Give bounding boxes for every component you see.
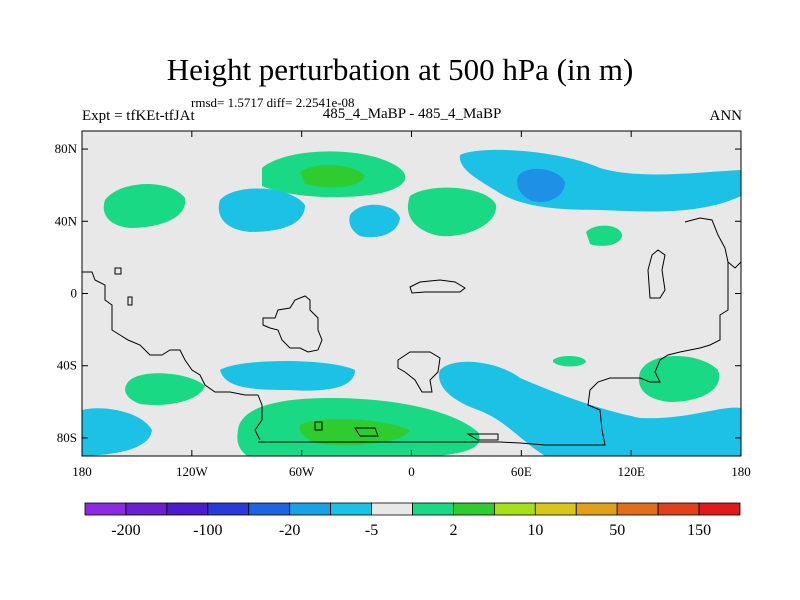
colorbar-swatch	[207, 502, 250, 516]
lon-tick-label: 180	[731, 464, 751, 479]
colorbar-label: 150	[687, 522, 711, 539]
colorbar-swatch	[330, 502, 372, 516]
longitude-axis: 180 120W 60W 0 60E 120E 180	[72, 131, 751, 479]
colorbar-swatch	[616, 502, 659, 516]
contour-region	[586, 225, 622, 246]
colorbar-swatch	[371, 502, 413, 516]
lon-tick-label: 120W	[176, 464, 209, 479]
lon-tick-label: 60W	[289, 464, 315, 479]
colorbar-swatch	[125, 502, 168, 516]
colorbar-label: -100	[193, 522, 222, 539]
contour-region	[553, 356, 586, 367]
colorbar-swatch	[493, 502, 536, 516]
colorbar-swatch	[412, 502, 454, 516]
lat-tick-label: 80S	[57, 430, 77, 445]
coastline	[262, 295, 323, 353]
colorbar-swatch	[289, 502, 332, 516]
contour-region	[638, 356, 720, 402]
coastline	[647, 249, 666, 299]
colorbar-swatch	[84, 502, 127, 516]
contour-region	[299, 418, 410, 446]
contour-region	[220, 361, 355, 391]
colorbar-swatch	[453, 502, 495, 516]
contour-region	[125, 373, 205, 406]
coastline	[127, 296, 133, 306]
colorbar-swatch	[166, 502, 209, 516]
coastline	[397, 351, 441, 393]
lat-tick-label: 40S	[57, 358, 77, 373]
lon-tick-label: 120E	[617, 464, 645, 479]
contour-region	[517, 168, 565, 202]
contour-region	[218, 188, 305, 232]
contour-region	[103, 183, 186, 228]
colorbar-label: 10	[527, 522, 543, 539]
colorbar-swatch	[248, 502, 291, 516]
case-label: 485_4_MaBP - 485_4_MaBP	[322, 106, 502, 122]
colorbar-label: -20	[279, 522, 300, 539]
colorbar-label: -200	[111, 522, 140, 539]
coastline	[354, 427, 379, 437]
coastline-layer	[82, 217, 741, 446]
contour-region	[407, 187, 497, 237]
colorbar-swatch	[698, 502, 741, 516]
colorbar-label: 50	[609, 522, 625, 539]
lon-tick-label: 60E	[511, 464, 532, 479]
lon-tick-label: 0	[408, 464, 415, 479]
coastline	[466, 433, 499, 441]
coastline	[684, 217, 741, 269]
lat-tick-label: 80N	[55, 141, 78, 156]
contour-fill-layer	[82, 149, 741, 456]
season-label: ANN	[709, 108, 743, 124]
contour-region	[349, 204, 400, 238]
coastline	[254, 394, 263, 441]
colorbar-swatch	[657, 502, 700, 516]
contour-region	[82, 408, 152, 456]
lat-tick-label: 0	[71, 286, 78, 301]
plot-title: Height perturbation at 500 hPa (in m)	[166, 52, 634, 87]
coastline	[82, 271, 258, 396]
colorbar-swatch	[575, 502, 618, 516]
coastline	[314, 421, 323, 431]
colorbar: -200 -100 -20 -5 2 10 50 150	[84, 502, 741, 539]
experiment-label: Expt = tfKEt-tfJAt	[82, 108, 195, 124]
colorbar-label: -5	[365, 522, 378, 539]
lat-tick-label: 40N	[55, 213, 78, 228]
coastline	[258, 262, 729, 446]
colorbar-label: 2	[449, 522, 457, 539]
colorbar-swatch	[534, 502, 577, 516]
contour-region	[439, 361, 741, 456]
contour-region	[300, 165, 365, 188]
latitude-axis: 80N 40N 0 40S 80S	[55, 141, 741, 445]
coastline	[409, 279, 466, 294]
coastline	[114, 267, 122, 275]
lon-tick-label: 180	[72, 464, 92, 479]
stats-label: rmsd= 1.5717 diff= 2.2541e-08	[191, 95, 355, 110]
